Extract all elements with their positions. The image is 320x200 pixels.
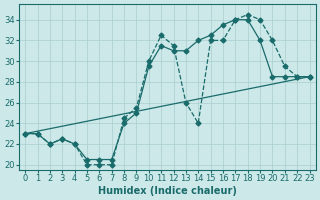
- X-axis label: Humidex (Indice chaleur): Humidex (Indice chaleur): [98, 186, 237, 196]
